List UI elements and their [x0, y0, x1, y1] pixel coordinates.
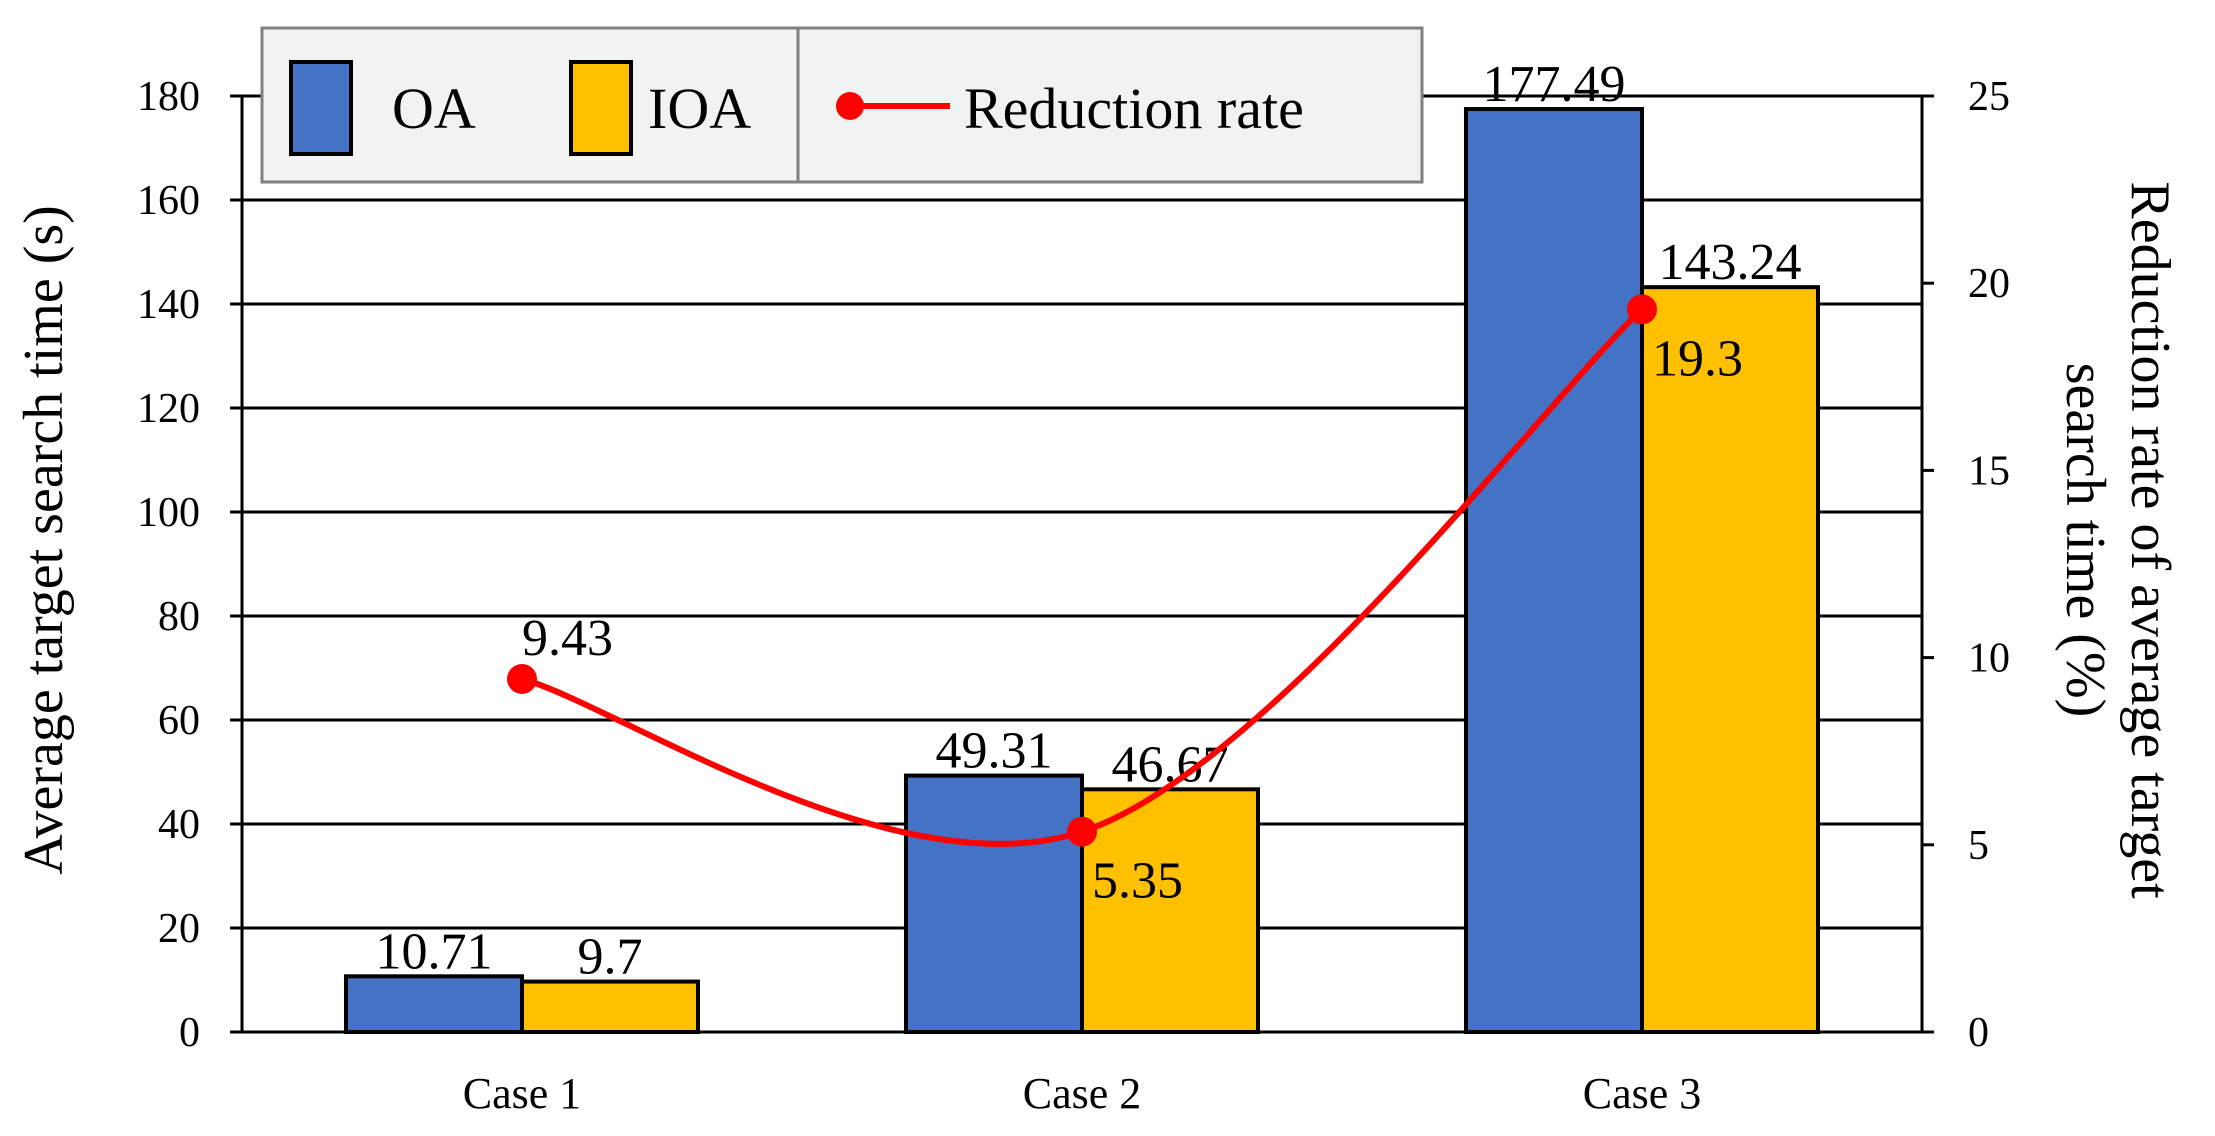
bar-label-ioa-3: 143.24 — [1659, 234, 1802, 291]
left-axis-ticks: 0 20 40 60 80 100 120 140 160 180 — [137, 74, 242, 1056]
right-tick-label: 0 — [1968, 1010, 1989, 1056]
category-labels: Case 1 Case 2 Case 3 — [463, 1069, 1702, 1118]
bars — [344, 107, 1820, 1035]
axes — [240, 96, 1924, 1034]
category-label: Case 3 — [1583, 1069, 1702, 1118]
bar-label-oa-2: 49.31 — [936, 723, 1053, 780]
legend-line-marker — [836, 92, 864, 120]
right-tick-label: 10 — [1968, 636, 2010, 682]
legend-label-oa: OA — [392, 76, 476, 141]
y2-axis-title-line2: search time (%) — [2054, 363, 2116, 717]
bar-oa-3 — [1464, 107, 1644, 1034]
reduction-rate-point-1 — [507, 663, 537, 694]
right-tick-label: 20 — [1968, 261, 2010, 307]
right-tick-label: 5 — [1968, 823, 1989, 869]
left-tick-label: 0 — [179, 1010, 200, 1056]
y2-axis-title-line1: Reduction rate of average target — [2119, 181, 2181, 899]
legend-swatch-oa — [289, 60, 353, 156]
category-label: Case 2 — [1023, 1069, 1142, 1118]
reduction-rate-label-3: 19.3 — [1652, 330, 1743, 387]
legend-label-ioa: IOA — [648, 76, 751, 141]
y-axis-title: Average target search time (s) — [13, 205, 75, 875]
bar-ioa-3 — [1640, 285, 1820, 1035]
left-tick-label: 140 — [137, 282, 200, 328]
line-labels: 9.43 5.35 19.3 — [522, 330, 1743, 909]
left-tick-label: 180 — [137, 74, 200, 120]
right-tick-label: 15 — [1968, 448, 2010, 494]
bar-ioa-2 — [1080, 787, 1260, 1034]
right-tick-label: 25 — [1968, 74, 2010, 120]
reduction-rate-label-1: 9.43 — [522, 610, 613, 667]
left-tick-label: 100 — [137, 490, 200, 536]
left-tick-label: 120 — [137, 386, 200, 432]
left-tick-label: 20 — [158, 906, 200, 952]
right-axis-ticks: 0 5 10 15 20 25 — [1922, 74, 2010, 1056]
legend: OA IOA Reduction rate — [260, 26, 1424, 184]
bar-label-ioa-1: 9.7 — [578, 929, 643, 986]
bar-label-oa-3: 177.49 — [1483, 56, 1626, 113]
left-tick-label: 80 — [158, 594, 200, 640]
left-tick-label: 40 — [158, 802, 200, 848]
reduction-rate-point-3 — [1627, 294, 1657, 325]
bar-oa-1 — [344, 974, 524, 1034]
left-tick-label: 60 — [158, 698, 200, 744]
legend-label-reduction-rate: Reduction rate — [964, 76, 1304, 141]
reduction-rate-label-2: 5.35 — [1092, 853, 1183, 910]
bar-oa-2 — [904, 773, 1084, 1034]
reduction-rate-point-2 — [1067, 816, 1097, 847]
bar-ioa-1 — [520, 979, 700, 1034]
line-series — [507, 294, 1657, 847]
category-label: Case 1 — [463, 1069, 582, 1118]
legend-swatch-ioa — [569, 60, 633, 156]
bar-label-oa-1: 10.71 — [376, 923, 493, 980]
left-tick-label: 160 — [137, 178, 200, 224]
